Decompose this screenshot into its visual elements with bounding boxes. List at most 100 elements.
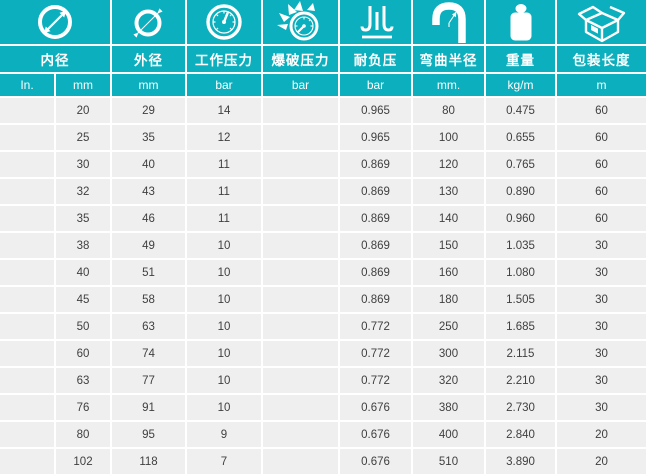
table-cell: 0.869 [340,152,411,177]
table-cell [0,341,54,366]
table-cell [263,179,338,204]
table-cell: 400 [413,422,484,447]
bend-radius-icon [431,2,466,43]
table-cell: 140 [413,206,484,231]
table-cell: 60 [557,179,646,204]
table-cell: 0.869 [340,206,411,231]
table-cell: 20 [557,422,646,447]
unit-cell: kg/m [486,74,555,96]
package-box-icon-cell [557,0,646,44]
table-cell: 130 [413,179,484,204]
table-cell: 0.869 [340,260,411,285]
table-cell: 10 [187,341,261,366]
table-cell: 14 [187,98,261,123]
table-row: 50 63 10 0.772 250 1.685 30 [0,314,646,339]
table-cell: 380 [413,395,484,420]
table-cell: 91 [112,395,185,420]
table-cell: 320 [413,368,484,393]
table-cell: 95 [112,422,185,447]
table-cell [0,98,54,123]
table-cell: 1.080 [486,260,555,285]
table-cell: 20 [56,98,110,123]
table-cell: 51 [112,260,185,285]
table-cell: 0.475 [486,98,555,123]
header-icon-row [0,0,646,44]
table-cell: 10 [187,314,261,339]
table-cell: 0.676 [340,395,411,420]
table-cell: 30 [56,152,110,177]
table-cell: 0.772 [340,341,411,366]
table-cell: 10 [187,368,261,393]
table-cell [263,449,338,474]
table-cell [263,422,338,447]
table-cell [0,179,54,204]
header-unit-row: In. mm mm bar bar bar mm. kg/m m [0,74,646,96]
table-cell: 77 [112,368,185,393]
pressure-gauge-icon-cell [187,0,261,44]
package-box-icon [577,5,625,43]
table-cell [0,152,54,177]
unit-cell: In. [0,74,54,96]
table-cell: 49 [112,233,185,258]
table-row: 40 51 10 0.869 160 1.080 30 [0,260,646,285]
unit-cell: bar [263,74,338,96]
table-cell [0,260,54,285]
table-row: 32 43 11 0.869 130 0.890 60 [0,179,646,204]
table-cell: 160 [413,260,484,285]
table-cell: 2.115 [486,341,555,366]
table-cell: 29 [112,98,185,123]
table-cell: 1.685 [486,314,555,339]
table-cell: 300 [413,341,484,366]
column-header-inner-diameter: 内径 [0,46,110,72]
table-cell: 120 [413,152,484,177]
table-cell [263,341,338,366]
column-header-bend-radius: 弯曲半径 [413,46,484,72]
table-cell [263,206,338,231]
table-cell: 0.655 [486,125,555,150]
table-cell [263,314,338,339]
table-body: 20 29 14 0.965 80 0.475 60 25 35 12 0.965 100 0.655 6… [0,98,646,474]
table-row: 60 74 10 0.772 300 2.115 30 [0,341,646,366]
table-row: 20 29 14 0.965 80 0.475 60 [0,98,646,123]
table-cell: 32 [56,179,110,204]
table-cell: 20 [557,449,646,474]
table-row: 35 46 11 0.869 140 0.960 60 [0,206,646,231]
table-cell [263,368,338,393]
table-row: 25 35 12 0.965 100 0.655 60 [0,125,646,150]
table-cell: 10 [187,395,261,420]
column-header-working-pressure: 工作压力 [187,46,261,72]
table-cell: 76 [56,395,110,420]
table-cell [0,125,54,150]
table-cell [0,287,54,312]
table-cell [263,260,338,285]
table-cell: 30 [557,314,646,339]
unit-cell: bar [187,74,261,96]
table-row: 30 40 11 0.869 120 0.765 60 [0,152,646,177]
table-cell [0,314,54,339]
table-cell: 0.890 [486,179,555,204]
table-cell: 40 [56,260,110,285]
table-cell: 0.965 [340,98,411,123]
table-cell: 0.772 [340,314,411,339]
table-cell: 9 [187,422,261,447]
table-row: 45 58 10 0.869 180 1.505 30 [0,287,646,312]
table-cell: 60 [557,206,646,231]
table-cell: 30 [557,233,646,258]
header-label-row: 内径 外径 工作压力 爆破压力 耐负压 弯曲半径 重量 包装长度 [0,46,646,72]
column-header-weight: 重量 [486,46,555,72]
table-row: 80 95 9 0.676 400 2.840 20 [0,422,646,447]
table-cell: 3.890 [486,449,555,474]
table-cell: 0.676 [340,449,411,474]
table-row: 38 49 10 0.869 150 1.035 30 [0,233,646,258]
column-header-vacuum-resistance: 耐负压 [340,46,411,72]
table-cell: 11 [187,152,261,177]
table-cell [263,125,338,150]
table-cell: 0.676 [340,422,411,447]
vacuum-icon-cell [340,0,411,44]
table-cell [263,98,338,123]
table-cell: 50 [56,314,110,339]
table-row: 76 91 10 0.676 380 2.730 30 [0,395,646,420]
bend-radius-icon-cell [413,0,484,44]
table-cell: 80 [413,98,484,123]
table-cell: 63 [112,314,185,339]
